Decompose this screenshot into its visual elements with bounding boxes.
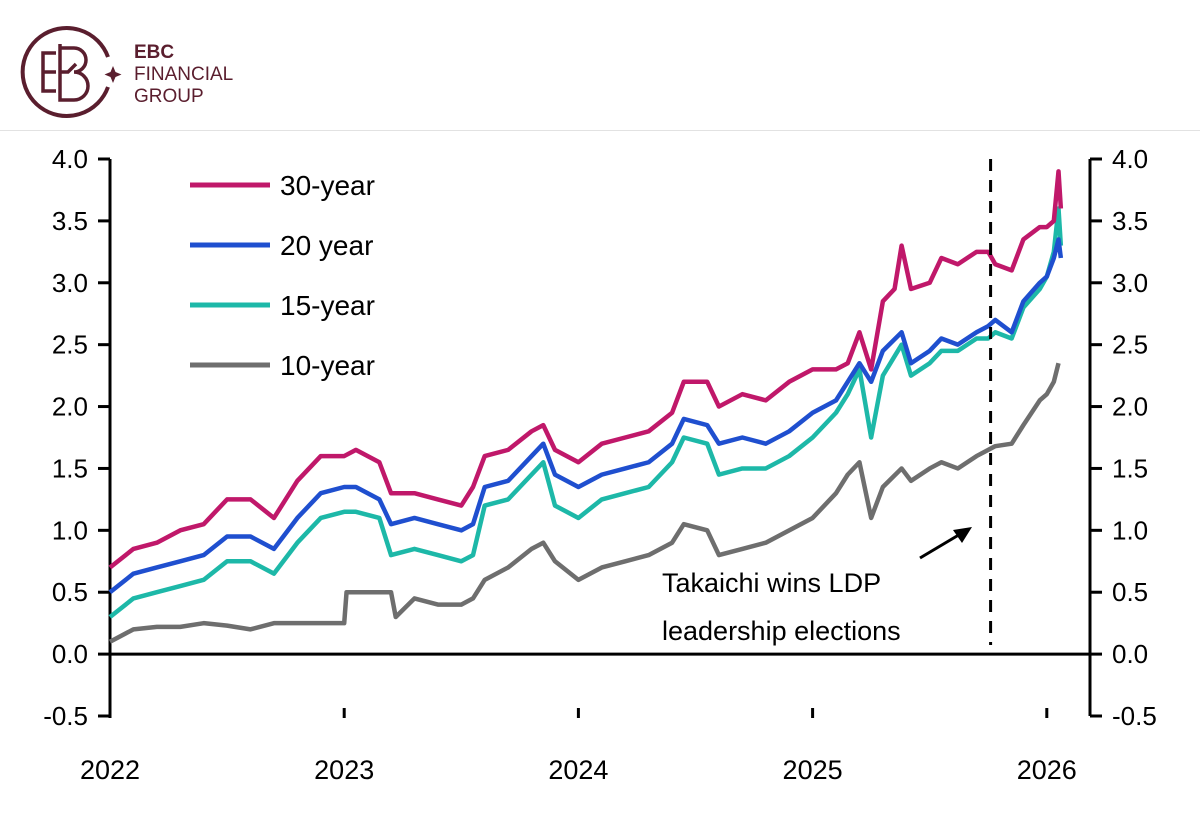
series-lines [108, 169, 1064, 644]
x-tick-label: 2026 [1017, 755, 1077, 785]
x-tick-label: 2024 [548, 755, 608, 785]
axes: 4.0 4.0 3.5 3.5 3.0 3.0 2.5 2.5 2.0 2.0 1.5 1.5 1.0 1… [43, 144, 1157, 785]
y-tick-label-right: 3.0 [1112, 268, 1148, 298]
legend-label: 15-year [280, 290, 375, 321]
arrow-head-icon [953, 527, 972, 543]
y-tick-label-right: 1.0 [1112, 515, 1148, 545]
annotation-line2: leadership elections [662, 616, 901, 646]
y-tick-label-left: 2.0 [52, 392, 88, 422]
annotation: Takaichi wins LDP leadership elections [662, 159, 993, 646]
series-line-20-year [108, 237, 1064, 594]
series-line-30-year [108, 169, 1064, 570]
legend: 30-year 20 year 15-year 10-year [190, 170, 375, 381]
y-tick-label-right: 2.5 [1112, 330, 1148, 360]
y-tick-label-right: 0.5 [1112, 577, 1148, 607]
legend-label: 30-year [280, 170, 375, 201]
y-tick-label-left: 1.5 [52, 453, 88, 483]
y-tick-label-left: 0.0 [52, 639, 88, 669]
header: EBC FINANCIAL GROUP [0, 0, 1200, 131]
y-tick-label-left: 2.5 [52, 330, 88, 360]
y-tick-label-left: -0.5 [43, 701, 88, 731]
brand-name: EBC [134, 42, 175, 63]
series-line-15-year [108, 206, 1064, 619]
series-line-10-year [108, 362, 1061, 644]
legend-label: 10-year [280, 350, 375, 381]
y-tick-label-left: 0.5 [52, 577, 88, 607]
x-tick-label: 2023 [314, 755, 374, 785]
legend-label: 20 year [280, 230, 373, 261]
y-tick-label-left: 4.0 [52, 144, 88, 174]
annotation-arrow [919, 531, 963, 560]
y-tick-label-right: 2.0 [1112, 392, 1148, 422]
y-tick-label-right: 4.0 [1112, 144, 1148, 174]
ebc-logo-icon [20, 26, 122, 118]
y-tick-label-left: 3.0 [52, 268, 88, 298]
annotation-line1: Takaichi wins LDP [662, 568, 881, 598]
x-tick-label: 2022 [80, 755, 140, 785]
x-tick-label: 2025 [783, 755, 843, 785]
brand-line-financial: FINANCIAL [134, 64, 234, 85]
y-tick-label-left: 3.5 [52, 206, 88, 236]
brand-line-group: GROUP [134, 86, 204, 107]
y-tick-label-right: -0.5 [1112, 701, 1157, 731]
y-tick-label-right: 3.5 [1112, 206, 1148, 236]
y-tick-label-left: 1.0 [52, 515, 88, 545]
y-tick-label-right: 0.0 [1112, 639, 1148, 669]
y-tick-label-right: 1.5 [1112, 453, 1148, 483]
